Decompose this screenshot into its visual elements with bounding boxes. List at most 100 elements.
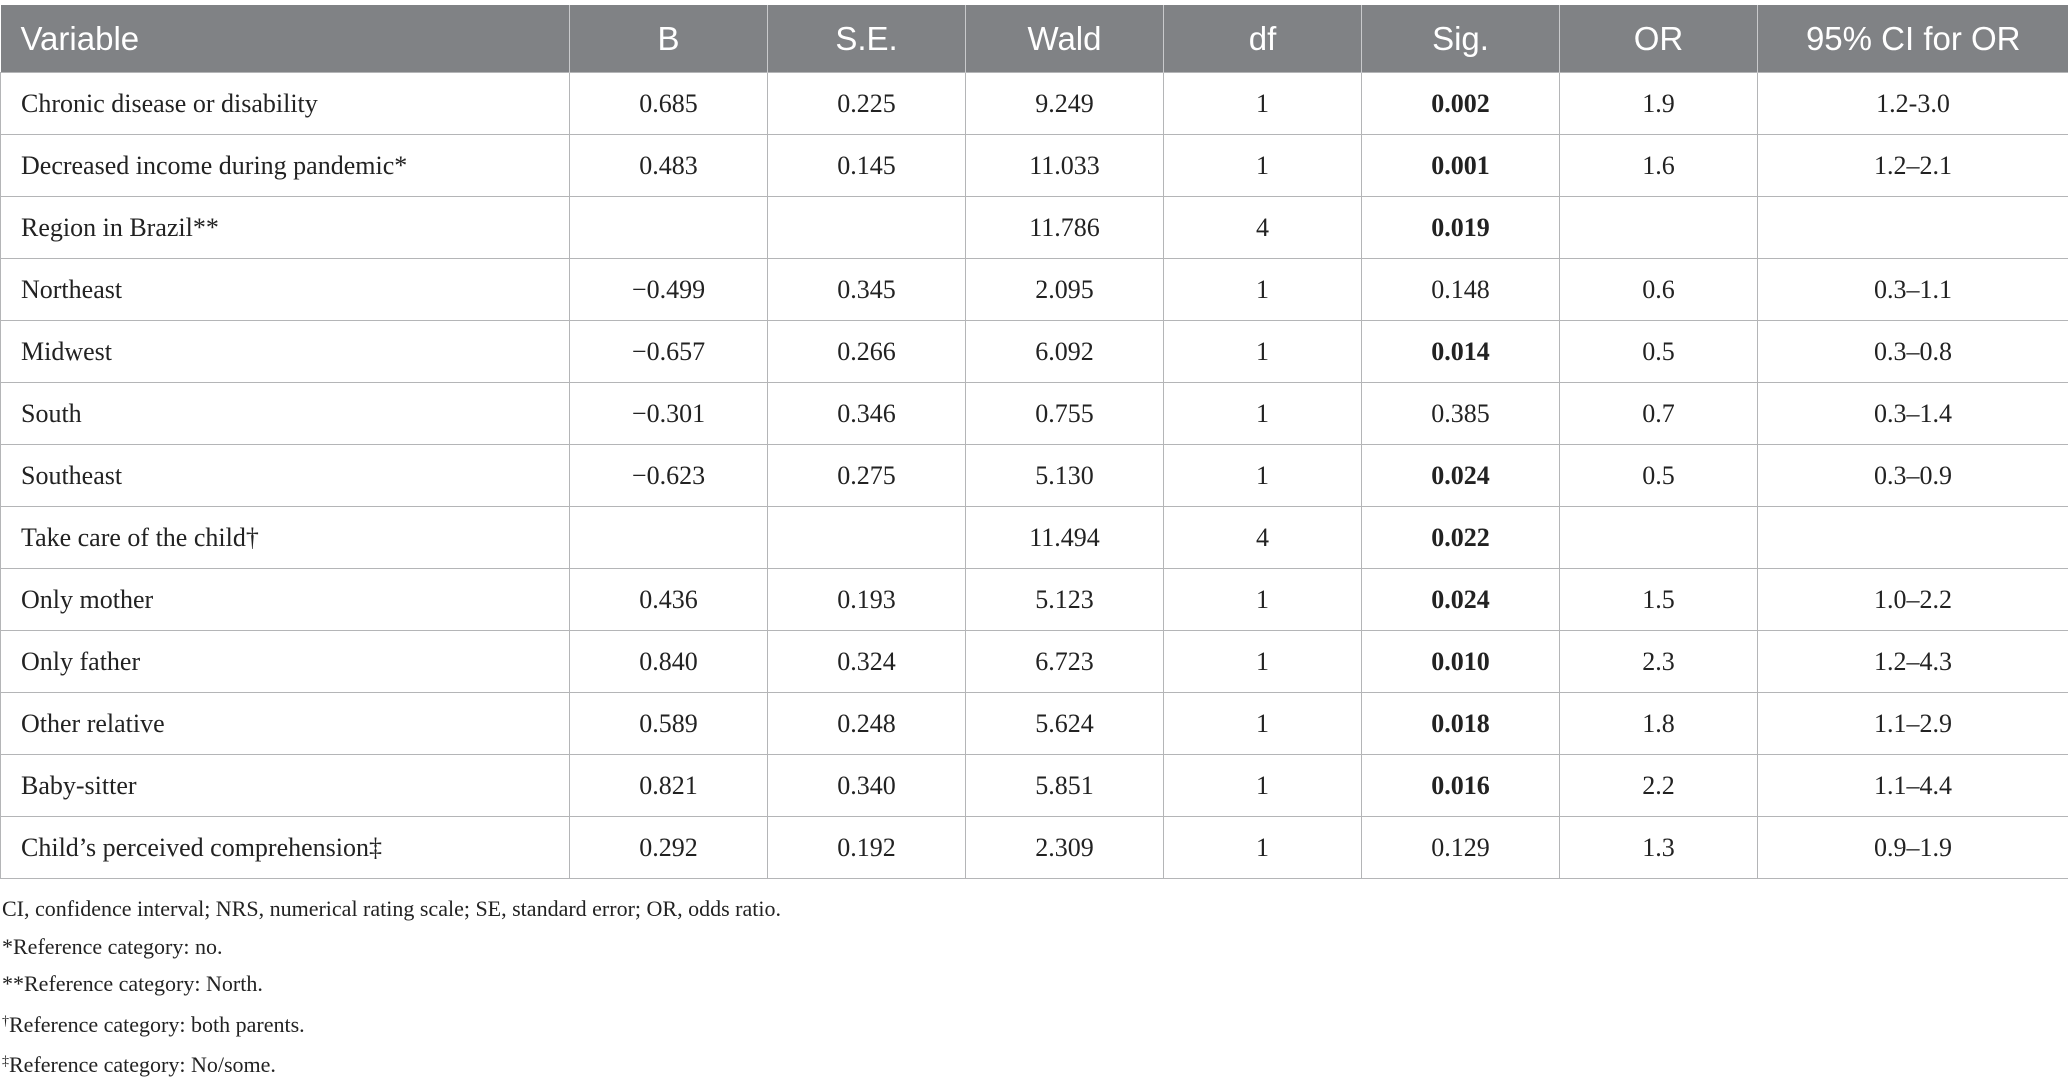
cell-b <box>570 507 768 569</box>
footnote-reference-north: **Reference category: North. <box>2 965 781 1003</box>
header-or: OR <box>1560 5 1758 73</box>
cell-or: 0.5 <box>1560 321 1758 383</box>
regression-table-container: Variable B S.E. Wald df Sig. OR 95% CI f… <box>0 5 2068 879</box>
cell-variable: Midwest <box>1 321 570 383</box>
cell-df: 4 <box>1164 197 1362 259</box>
footnote-text: Reference category: both parents. <box>9 1012 305 1037</box>
cell-b: −0.623 <box>570 445 768 507</box>
cell-sig: 0.010 <box>1362 631 1560 693</box>
cell-or: 1.6 <box>1560 135 1758 197</box>
cell-df: 1 <box>1164 135 1362 197</box>
cell-sig: 0.024 <box>1362 569 1560 631</box>
cell-df: 1 <box>1164 383 1362 445</box>
cell-b: 0.589 <box>570 693 768 755</box>
cell-ci: 0.3–0.9 <box>1758 445 2068 507</box>
cell-ci: 1.1–4.4 <box>1758 755 2068 817</box>
cell-wald: 2.095 <box>966 259 1164 321</box>
dagger-mark: † <box>2 1014 9 1029</box>
cell-df: 1 <box>1164 693 1362 755</box>
cell-se: 0.193 <box>768 569 966 631</box>
header-b: B <box>570 5 768 73</box>
cell-df: 1 <box>1164 755 1362 817</box>
cell-b: 0.840 <box>570 631 768 693</box>
cell-variable: Other relative <box>1 693 570 755</box>
cell-wald: 5.851 <box>966 755 1164 817</box>
header-se: S.E. <box>768 5 966 73</box>
cell-ci <box>1758 507 2068 569</box>
cell-ci: 1.2–4.3 <box>1758 631 2068 693</box>
cell-variable: Take care of the child† <box>1 507 570 569</box>
cell-variable: Decreased income during pandemic* <box>1 135 570 197</box>
cell-or: 1.3 <box>1560 817 1758 879</box>
cell-ci: 1.2-3.0 <box>1758 73 2068 135</box>
cell-variable: Baby-sitter <box>1 755 570 817</box>
header-wald: Wald <box>966 5 1164 73</box>
double-dagger-mark: ‡ <box>2 1054 9 1069</box>
cell-ci: 0.3–1.1 <box>1758 259 2068 321</box>
cell-variable: Southeast <box>1 445 570 507</box>
cell-wald: 11.786 <box>966 197 1164 259</box>
cell-b: −0.499 <box>570 259 768 321</box>
cell-or: 2.2 <box>1560 755 1758 817</box>
cell-wald: 2.309 <box>966 817 1164 879</box>
cell-b: 0.436 <box>570 569 768 631</box>
cell-sig: 0.019 <box>1362 197 1560 259</box>
cell-sig: 0.385 <box>1362 383 1560 445</box>
footnote-reference-no: *Reference category: no. <box>2 928 781 966</box>
cell-df: 1 <box>1164 259 1362 321</box>
cell-or: 1.8 <box>1560 693 1758 755</box>
cell-or: 2.3 <box>1560 631 1758 693</box>
cell-se: 0.340 <box>768 755 966 817</box>
cell-sig: 0.018 <box>1362 693 1560 755</box>
cell-or: 1.9 <box>1560 73 1758 135</box>
cell-sig: 0.022 <box>1362 507 1560 569</box>
cell-wald: 5.130 <box>966 445 1164 507</box>
table-header-row: Variable B S.E. Wald df Sig. OR 95% CI f… <box>1 5 2068 73</box>
cell-sig: 0.148 <box>1362 259 1560 321</box>
cell-sig: 0.016 <box>1362 755 1560 817</box>
cell-se: 0.266 <box>768 321 966 383</box>
cell-variable: Region in Brazil** <box>1 197 570 259</box>
cell-se <box>768 197 966 259</box>
cell-or: 0.7 <box>1560 383 1758 445</box>
footnote-abbreviations: CI, confidence interval; NRS, numerical … <box>2 890 781 928</box>
cell-se: 0.324 <box>768 631 966 693</box>
cell-variable: Chronic disease or disability <box>1 73 570 135</box>
header-sig: Sig. <box>1362 5 1560 73</box>
cell-b: −0.301 <box>570 383 768 445</box>
cell-variable: Northeast <box>1 259 570 321</box>
cell-or: 0.5 <box>1560 445 1758 507</box>
regression-table: Variable B S.E. Wald df Sig. OR 95% CI f… <box>0 5 2068 879</box>
cell-ci <box>1758 197 2068 259</box>
header-variable: Variable <box>1 5 570 73</box>
cell-se: 0.275 <box>768 445 966 507</box>
cell-b: 0.821 <box>570 755 768 817</box>
table-footnotes: CI, confidence interval; NRS, numerical … <box>2 890 781 1084</box>
cell-sig: 0.024 <box>1362 445 1560 507</box>
cell-variable: Only father <box>1 631 570 693</box>
cell-wald: 5.123 <box>966 569 1164 631</box>
cell-df: 4 <box>1164 507 1362 569</box>
cell-ci: 1.1–2.9 <box>1758 693 2068 755</box>
cell-ci: 1.2–2.1 <box>1758 135 2068 197</box>
cell-wald: 6.092 <box>966 321 1164 383</box>
cell-se: 0.248 <box>768 693 966 755</box>
cell-ci: 0.3–1.4 <box>1758 383 2068 445</box>
cell-sig: 0.002 <box>1362 73 1560 135</box>
cell-se: 0.192 <box>768 817 966 879</box>
footnote-reference-both-parents: †Reference category: both parents. <box>2 1003 781 1044</box>
cell-ci: 1.0–2.2 <box>1758 569 2068 631</box>
cell-sig: 0.014 <box>1362 321 1560 383</box>
